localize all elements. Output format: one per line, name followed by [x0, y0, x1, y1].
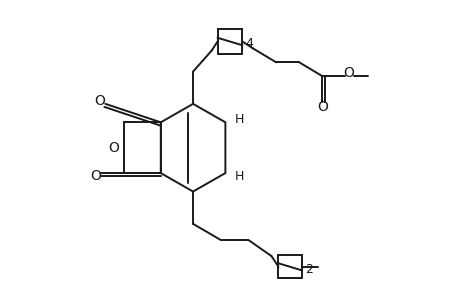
- Text: H: H: [234, 112, 243, 126]
- Text: O: O: [342, 66, 353, 80]
- Text: O: O: [316, 100, 327, 114]
- Text: H: H: [234, 170, 243, 183]
- Text: 4: 4: [245, 37, 253, 50]
- Text: O: O: [94, 94, 105, 108]
- Text: O: O: [108, 141, 119, 155]
- Text: 2: 2: [304, 262, 312, 276]
- Text: O: O: [90, 169, 101, 183]
